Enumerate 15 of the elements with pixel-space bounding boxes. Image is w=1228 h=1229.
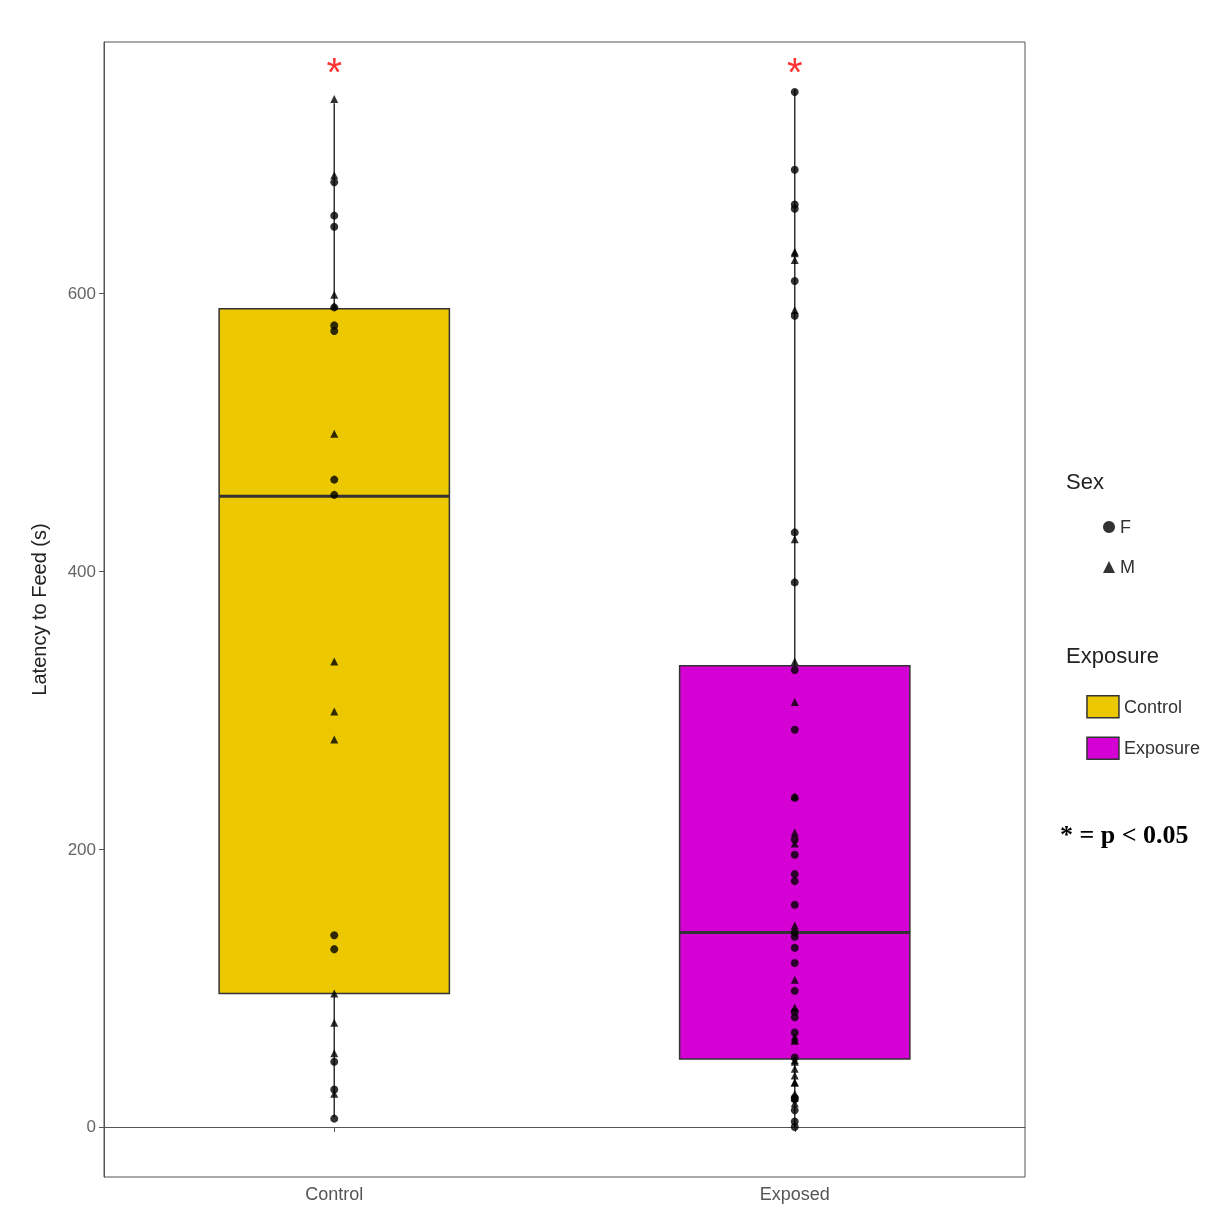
annotation: * [326,50,343,94]
y-tick-label: 400 [67,561,96,581]
legend-title: Sex [1066,468,1104,494]
legend-label: M [1120,557,1136,577]
y-tick-label: 200 [67,839,96,859]
text: Exposure [1066,642,1159,668]
text: * = p < 0.05 [1060,819,1189,849]
y-tick-label: 600 [67,283,96,303]
legend-label: Control [1123,696,1182,717]
y-tick-label: 0 [86,1117,96,1137]
legend-label: Exposure [1123,738,1200,759]
annotation: * [786,50,803,94]
y-axis-title: Latency to Feed (s) [28,523,50,696]
x-tick-label: Exposed [759,1184,830,1204]
legend-label: F [1120,517,1132,537]
